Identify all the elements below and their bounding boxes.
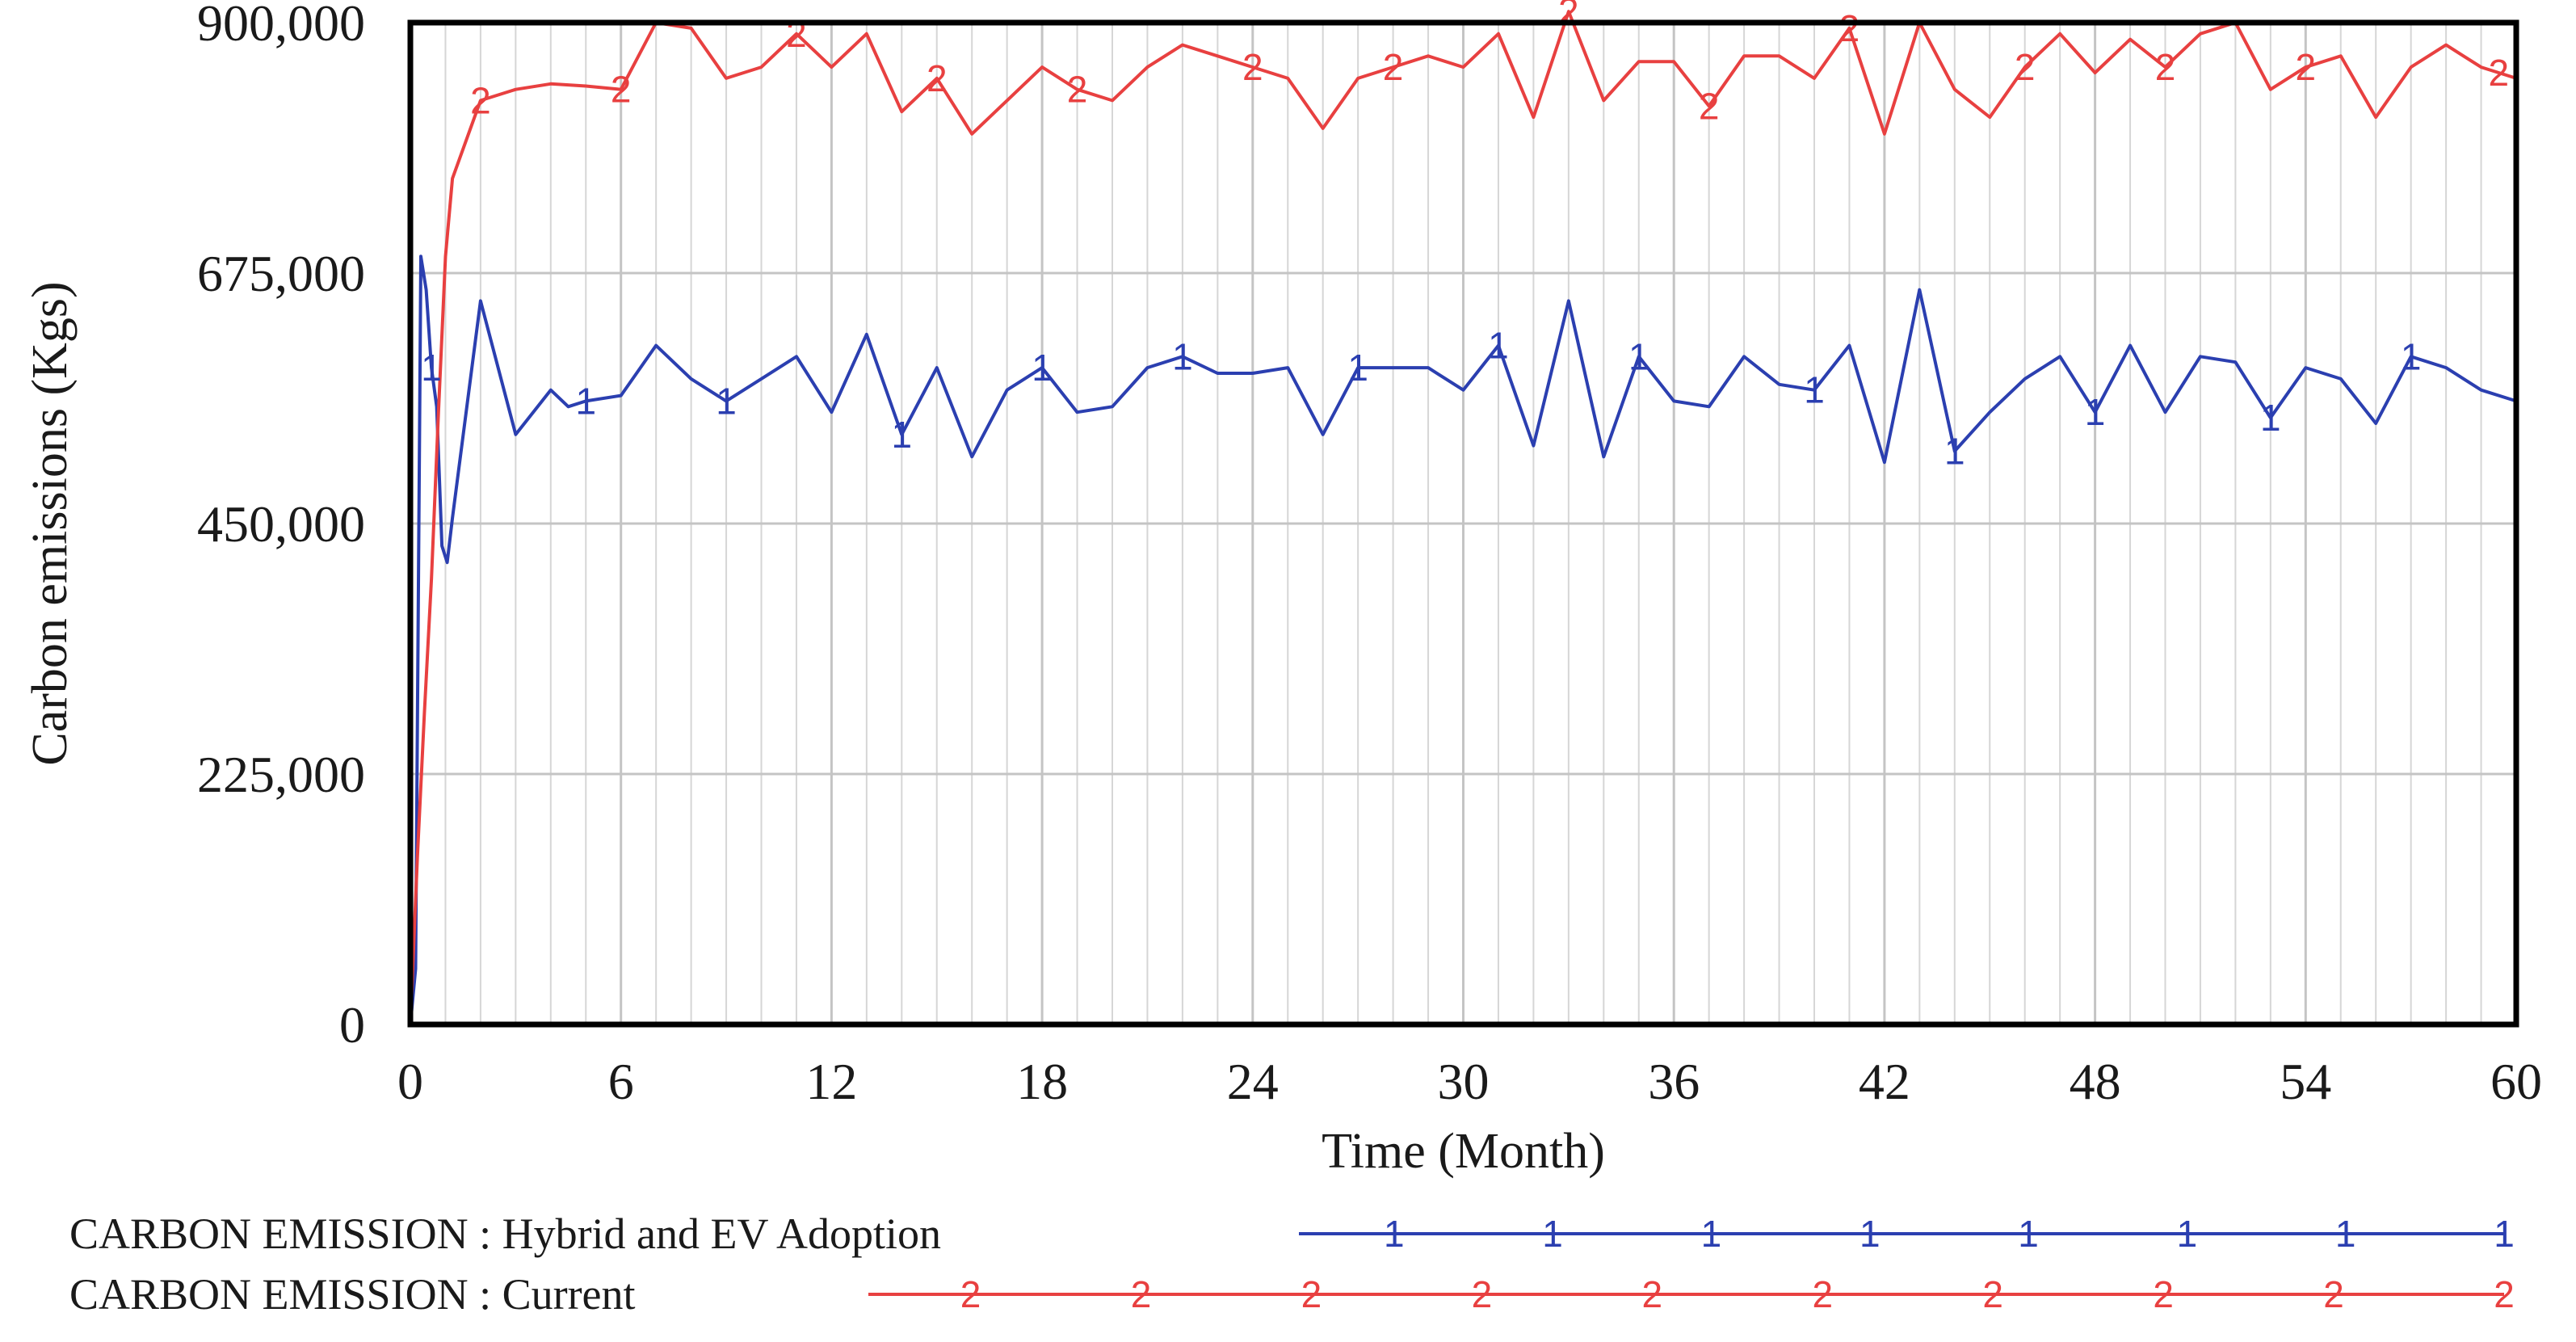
- x-tick-label: 24: [1227, 1053, 1279, 1110]
- series-line-1: [409, 255, 2517, 1025]
- legend-marker-1: 1: [2018, 1213, 2039, 1255]
- y-tick-labels: 0 225,000 450,000 675,000 900,000: [197, 0, 365, 1054]
- legend: CARBON EMISSION : Hybrid and EV Adoption…: [69, 1209, 2515, 1319]
- y-tick-label: 225,000: [197, 746, 365, 803]
- legend-label-2: CARBON EMISSION : Current: [69, 1270, 636, 1319]
- legend-marker-2: 2: [1642, 1273, 1663, 1315]
- series-marker-2: 2: [1839, 7, 1860, 49]
- series-marker-2: 2: [927, 57, 948, 99]
- x-axis-title: Time (Month): [1322, 1124, 1605, 1179]
- legend-marker-2: 2: [1982, 1273, 2003, 1315]
- series-marker-1: 1: [892, 414, 913, 456]
- series-marker-1: 1: [1488, 325, 1509, 367]
- x-tick-label: 12: [805, 1053, 857, 1110]
- series-marker-1: 1: [2401, 335, 2422, 377]
- series-marker-2: 2: [611, 69, 632, 111]
- series-marker-2: 2: [1067, 69, 1088, 111]
- series-marker-2: 2: [1242, 46, 1263, 88]
- legend-marker-2: 2: [2323, 1273, 2344, 1315]
- legend-marker-2: 2: [1472, 1273, 1493, 1315]
- x-tick-label: 60: [2490, 1053, 2542, 1110]
- grid-lines: [410, 23, 2516, 1024]
- series-marker-1: 1: [1944, 430, 1965, 472]
- x-tick-label: 42: [1859, 1053, 1910, 1110]
- series-marker-1: 1: [575, 380, 596, 422]
- plot-series: [409, 10, 2517, 1025]
- y-tick-label: 450,000: [197, 495, 365, 553]
- series-marker-2: 2: [1558, 0, 1579, 32]
- series-marker-1: 1: [2260, 397, 2281, 439]
- series-marker-2: 2: [1383, 46, 1404, 88]
- series-marker-1: 1: [2085, 391, 2106, 433]
- series-marker-1: 1: [1172, 335, 1193, 377]
- x-tick-label: 6: [608, 1053, 634, 1110]
- legend-marker-2: 2: [960, 1273, 981, 1315]
- plot-frame: [407, 19, 2519, 1028]
- series-marker-1: 1: [1804, 369, 1825, 411]
- series-marker-2: 2: [786, 13, 807, 55]
- legend-marker-2: 2: [2153, 1273, 2174, 1315]
- legend-marker-1: 1: [2494, 1213, 2515, 1255]
- series-marker-1: 1: [421, 347, 442, 389]
- legend-marker-2: 2: [2494, 1273, 2515, 1315]
- legend-marker-2: 2: [1812, 1273, 1833, 1315]
- x-tick-labels: 0 6 12 18 24 30 36 42 48 54 60: [397, 1053, 2542, 1110]
- y-tick-label: 0: [339, 996, 365, 1054]
- series-line-2: [409, 10, 2517, 1025]
- series-marker-2: 2: [2296, 46, 2317, 88]
- legend-marker-1: 1: [1701, 1213, 1722, 1255]
- legend-marker-1: 1: [1384, 1213, 1405, 1255]
- legend-marker-1: 1: [2177, 1213, 2198, 1255]
- series-marker-1: 1: [1628, 335, 1649, 377]
- series-marker-2: 2: [1699, 85, 1720, 127]
- x-tick-label: 48: [2070, 1053, 2121, 1110]
- series-marker-1: 1: [716, 380, 737, 422]
- legend-marker-1: 1: [1860, 1213, 1881, 1255]
- legend-label-1: CARBON EMISSION : Hybrid and EV Adoption: [69, 1209, 941, 1258]
- x-tick-label: 30: [1438, 1053, 1490, 1110]
- y-axis-title: Carbon emissions (Kgs): [23, 281, 78, 765]
- legend-marker-1: 1: [1542, 1213, 1563, 1255]
- y-tick-label: 675,000: [197, 245, 365, 302]
- legend-marker-1: 1: [2335, 1213, 2356, 1255]
- series-marker-2: 2: [2015, 46, 2036, 88]
- series-marker-2: 2: [2488, 52, 2509, 94]
- series-marker-2: 2: [470, 79, 491, 121]
- series-marker-1: 1: [1347, 347, 1368, 389]
- x-tick-label: 18: [1016, 1053, 1068, 1110]
- plot-series-markers: 1 1 1 1 1 1 1 1 1 1 1 1 1 1 2 2 2 2 2 2 2 2 2 2 2 2 2 2: [421, 0, 2509, 472]
- series-marker-2: 2: [2155, 46, 2176, 88]
- x-tick-label: 0: [397, 1053, 423, 1110]
- x-tick-label: 54: [2280, 1053, 2331, 1110]
- x-tick-label: 36: [1648, 1053, 1700, 1110]
- legend-marker-2: 2: [1131, 1273, 1152, 1315]
- legend-marker-2: 2: [1301, 1273, 1322, 1315]
- series-marker-1: 1: [1032, 347, 1053, 389]
- y-tick-label: 900,000: [197, 0, 365, 52]
